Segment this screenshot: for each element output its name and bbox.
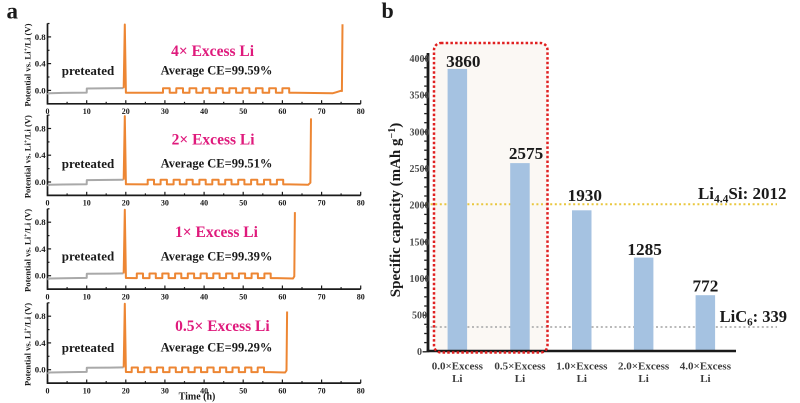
svg-text:80: 80 bbox=[357, 386, 365, 395]
svg-text:2.0×Excess: 2.0×Excess bbox=[618, 361, 670, 373]
svg-text:0: 0 bbox=[46, 107, 50, 116]
svg-text:1× Excess Li: 1× Excess Li bbox=[175, 224, 259, 241]
svg-text:1930: 1930 bbox=[568, 186, 602, 205]
svg-text:LiC6: 339: LiC6: 339 bbox=[720, 307, 787, 329]
svg-text:50: 50 bbox=[239, 386, 247, 395]
svg-text:3860: 3860 bbox=[446, 52, 480, 71]
svg-text:a: a bbox=[7, 0, 19, 24]
svg-text:4.0×Excess: 4.0×Excess bbox=[680, 361, 732, 373]
svg-text:1500: 1500 bbox=[410, 237, 430, 248]
svg-text:10: 10 bbox=[83, 107, 91, 116]
svg-text:40: 40 bbox=[200, 107, 208, 116]
svg-text:30: 30 bbox=[161, 292, 169, 301]
svg-text:0.4: 0.4 bbox=[35, 150, 47, 160]
svg-text:30: 30 bbox=[161, 386, 169, 395]
svg-text:80: 80 bbox=[357, 107, 365, 116]
svg-text:2500: 2500 bbox=[410, 164, 430, 175]
svg-text:Average CE=99.39%: Average CE=99.39% bbox=[161, 249, 273, 263]
svg-text:1.0×Excess: 1.0×Excess bbox=[556, 361, 608, 373]
svg-text:4× Excess Li: 4× Excess Li bbox=[171, 43, 255, 60]
svg-text:0.5×Excess: 0.5×Excess bbox=[494, 361, 546, 373]
svg-text:preteated: preteated bbox=[62, 249, 115, 264]
svg-text:20: 20 bbox=[122, 199, 130, 208]
svg-text:60: 60 bbox=[278, 386, 286, 395]
svg-text:1285: 1285 bbox=[627, 240, 661, 259]
svg-text:Potential vs. Li+/Li (V): Potential vs. Li+/Li (V) bbox=[23, 303, 33, 386]
svg-text:70: 70 bbox=[318, 292, 326, 301]
svg-text:60: 60 bbox=[278, 292, 286, 301]
svg-text:0.4: 0.4 bbox=[35, 338, 47, 348]
svg-text:10: 10 bbox=[83, 386, 91, 395]
svg-text:Li: Li bbox=[577, 373, 587, 385]
svg-text:preteated: preteated bbox=[62, 63, 115, 78]
svg-text:preteated: preteated bbox=[62, 156, 115, 171]
svg-text:0: 0 bbox=[46, 386, 50, 395]
svg-text:0.0×Excess: 0.0×Excess bbox=[432, 361, 484, 373]
svg-text:Average CE=99.59%: Average CE=99.59% bbox=[161, 64, 273, 78]
svg-text:0.8: 0.8 bbox=[35, 32, 47, 42]
svg-text:Li: Li bbox=[638, 373, 648, 385]
svg-text:1000: 1000 bbox=[410, 274, 430, 285]
svg-text:80: 80 bbox=[357, 292, 365, 301]
svg-text:0.8: 0.8 bbox=[35, 217, 47, 227]
svg-text:Time (h): Time (h) bbox=[179, 392, 216, 403]
svg-text:70: 70 bbox=[318, 386, 326, 395]
svg-text:30: 30 bbox=[161, 107, 169, 116]
svg-text:3500: 3500 bbox=[410, 91, 430, 102]
svg-text:Li: Li bbox=[452, 373, 462, 385]
svg-text:0.8: 0.8 bbox=[35, 124, 47, 134]
svg-text:0.4: 0.4 bbox=[35, 244, 47, 254]
svg-text:60: 60 bbox=[278, 199, 286, 208]
svg-text:0.5× Excess Li: 0.5× Excess Li bbox=[175, 318, 270, 335]
svg-text:50: 50 bbox=[239, 199, 247, 208]
svg-text:50: 50 bbox=[239, 292, 247, 301]
svg-text:10: 10 bbox=[83, 292, 91, 301]
svg-text:0.0: 0.0 bbox=[35, 365, 47, 375]
svg-text:2000: 2000 bbox=[410, 201, 430, 212]
svg-text:b: b bbox=[382, 0, 394, 23]
svg-text:40: 40 bbox=[200, 386, 208, 395]
svg-text:Li: Li bbox=[700, 373, 710, 385]
svg-text:50: 50 bbox=[239, 107, 247, 116]
svg-text:Li4.4Si: 2012: Li4.4Si: 2012 bbox=[698, 184, 787, 206]
svg-text:0: 0 bbox=[46, 292, 50, 301]
svg-text:2575: 2575 bbox=[509, 144, 543, 163]
svg-text:0.0: 0.0 bbox=[35, 177, 47, 187]
svg-text:2× Excess Li: 2× Excess Li bbox=[172, 132, 256, 149]
svg-text:0.0: 0.0 bbox=[35, 85, 47, 95]
svg-text:500: 500 bbox=[412, 311, 427, 322]
svg-text:30: 30 bbox=[161, 199, 169, 208]
svg-text:0: 0 bbox=[417, 347, 422, 358]
svg-text:4000: 4000 bbox=[410, 54, 430, 65]
svg-text:40: 40 bbox=[200, 199, 208, 208]
svg-text:70: 70 bbox=[318, 107, 326, 116]
svg-text:Specific capacity (mAh g−1): Specific capacity (mAh g−1) bbox=[387, 123, 404, 297]
svg-text:Average CE=99.29%: Average CE=99.29% bbox=[161, 341, 273, 355]
svg-text:Potential vs. Li+/Li (V): Potential vs. Li+/Li (V) bbox=[23, 115, 33, 198]
svg-text:70: 70 bbox=[318, 199, 326, 208]
svg-text:preteated: preteated bbox=[62, 340, 115, 355]
svg-text:80: 80 bbox=[357, 199, 365, 208]
svg-text:40: 40 bbox=[200, 292, 208, 301]
svg-text:20: 20 bbox=[122, 386, 130, 395]
svg-text:772: 772 bbox=[693, 277, 719, 296]
svg-text:Average CE=99.51%: Average CE=99.51% bbox=[161, 157, 273, 171]
svg-text:10: 10 bbox=[83, 199, 91, 208]
svg-text:Potential vs. Li+/Li (V): Potential vs. Li+/Li (V) bbox=[23, 209, 33, 292]
svg-text:3000: 3000 bbox=[410, 127, 430, 138]
svg-text:0.0: 0.0 bbox=[35, 271, 47, 281]
svg-text:60: 60 bbox=[278, 107, 286, 116]
svg-text:20: 20 bbox=[122, 107, 130, 116]
svg-text:0.8: 0.8 bbox=[35, 311, 47, 321]
svg-text:20: 20 bbox=[122, 292, 130, 301]
svg-text:0: 0 bbox=[46, 199, 50, 208]
svg-text:Li: Li bbox=[515, 373, 525, 385]
svg-text:Potential vs. Li+/Li (V): Potential vs. Li+/Li (V) bbox=[23, 23, 33, 106]
svg-text:0.4: 0.4 bbox=[35, 59, 47, 69]
